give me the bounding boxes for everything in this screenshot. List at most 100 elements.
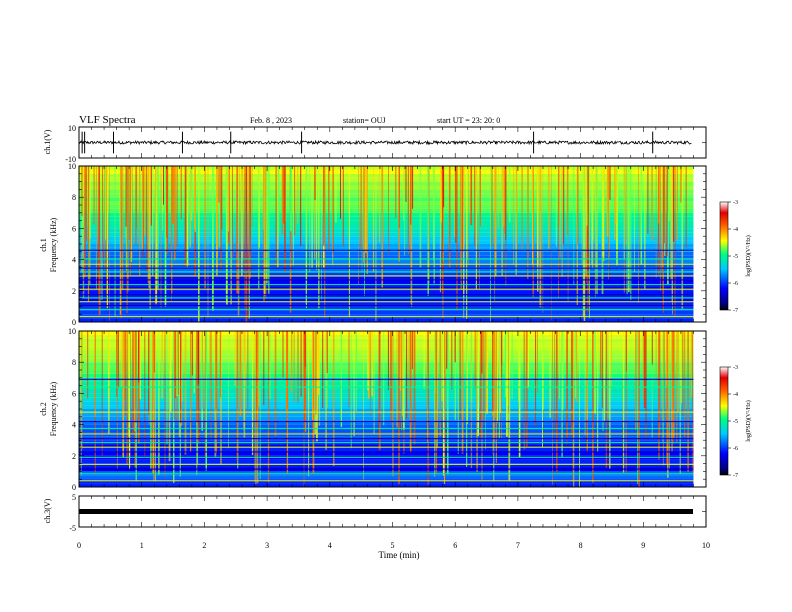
spectrogram-streak <box>134 331 136 399</box>
spectrogram-streak-strong <box>410 166 412 225</box>
spectrogram-band <box>79 306 694 311</box>
spectrogram-horizontal-line <box>79 294 694 296</box>
spectrogram-streak <box>215 331 217 453</box>
spectrogram-band <box>79 354 694 359</box>
spectrogram-horizontal-line <box>79 258 694 260</box>
spectrogram-streak <box>371 331 373 397</box>
spectrogram-streak <box>210 331 212 439</box>
spectrogram-streak-strong <box>501 331 503 365</box>
spectrogram-streak <box>607 331 609 419</box>
spectrogram-streak <box>116 331 118 470</box>
spectrogram-streak <box>265 166 267 299</box>
spectrogram-streak <box>666 331 668 387</box>
spectrogram-streak <box>105 166 107 240</box>
spectrogram-streak <box>132 331 134 434</box>
spectrogram-streak <box>120 331 122 388</box>
spectrogram-streak <box>212 166 214 311</box>
spectrogram-streak-strong <box>294 166 296 236</box>
spectrogram-streak <box>638 166 639 303</box>
y-tick-label: 10 <box>68 327 76 336</box>
spectrogram-streak <box>669 331 670 470</box>
spectrogram-streak <box>475 166 477 289</box>
spectrogram-streak-strong <box>125 166 127 227</box>
ch1-spectrogram-ytick-labels: 0 2 4 6 8 10 <box>68 162 76 327</box>
spectrogram-streak-strong <box>326 331 328 374</box>
spectrogram-streak <box>523 331 526 450</box>
spectrogram-streak <box>644 166 646 289</box>
spectrogram-streak <box>583 166 585 273</box>
spectrogram-streak <box>268 331 270 481</box>
x-tick-label: 4 <box>328 541 332 550</box>
ch1-freq-ylabel: Frequency (kHz) <box>49 217 58 272</box>
spectrogram-streak <box>348 166 350 318</box>
spectrogram-streak <box>408 331 410 400</box>
spectrogram-streak <box>175 331 177 399</box>
y-tick-label: 2 <box>72 287 76 296</box>
spectrogram-streak <box>305 166 308 283</box>
spectrogram-streak <box>226 166 228 305</box>
spectrogram-streak <box>128 331 130 463</box>
spectrogram-streak <box>668 166 670 221</box>
spectrogram-streak <box>542 331 544 410</box>
spectrogram-streak <box>685 166 687 248</box>
spectrogram-streak <box>189 166 191 248</box>
spectrogram-streak <box>672 331 675 439</box>
spectrogram-streak <box>122 166 124 290</box>
spectrogram-streak <box>614 166 616 240</box>
spectrogram-streak-strong <box>470 166 472 226</box>
spectrogram-streak <box>662 166 664 313</box>
spectrogram-horizontal-line <box>79 463 694 465</box>
spectrogram-streak <box>401 331 403 417</box>
spectrogram-streak-strong <box>492 331 494 413</box>
spectrogram-streak <box>493 331 495 482</box>
spectrogram-streak <box>442 331 445 476</box>
spectrogram-streak <box>457 331 459 454</box>
spectrogram-streak <box>135 166 137 245</box>
spectrogram-streak <box>255 331 257 485</box>
spectrogram-streak <box>642 331 644 399</box>
spectrogram-streak <box>160 166 162 308</box>
spectrogram-band <box>79 208 694 213</box>
spectrogram-streak <box>178 331 180 437</box>
spectrogram-streak-strong <box>625 331 627 372</box>
spectrogram-streak-strong <box>323 166 325 246</box>
spectrogram-streak-strong <box>459 331 461 420</box>
y-tick-label: 4 <box>72 421 76 430</box>
spectrogram-streak <box>258 166 260 289</box>
spectrogram-streak <box>130 166 131 276</box>
spectrogram-streak-strong <box>116 331 118 397</box>
spectrogram-streak-strong <box>577 166 579 245</box>
spectrogram-streak <box>606 166 609 237</box>
spectrogram-streak <box>80 331 82 476</box>
spectrogram-streak <box>479 166 480 289</box>
ch1-ytick-bottom: -10 <box>65 155 76 164</box>
spectrogram-streak <box>381 166 384 288</box>
y-tick-label: 8 <box>72 358 76 367</box>
spectrogram-streak <box>623 166 625 259</box>
spectrogram-horizontal-line <box>79 279 694 281</box>
spectrogram-band <box>79 424 694 429</box>
colorbar-tick-label: -7 <box>733 473 738 479</box>
spectrogram-streak <box>573 331 575 487</box>
spectrogram-streak <box>292 166 294 266</box>
spectrogram-streak <box>174 166 176 261</box>
spectrogram-horizontal-line <box>79 267 694 269</box>
spectrogram-streak <box>676 166 678 240</box>
x-tick-label: 1 <box>140 541 144 550</box>
spectrogram-streak-strong <box>218 166 220 203</box>
spectrogram-streak-strong <box>197 331 199 385</box>
spectrogram-streak <box>592 331 594 483</box>
spectrogram-streak <box>281 166 284 235</box>
spectrogram-streak <box>99 166 101 315</box>
spectrogram-streak <box>176 331 179 396</box>
spectrogram-horizontal-line <box>79 473 694 475</box>
spectrogram-streak <box>162 166 163 231</box>
spectrogram-streak-strong <box>180 331 182 424</box>
spectrogram-streak <box>518 331 521 458</box>
spectrogram-streak <box>365 166 367 253</box>
spectrogram-streak <box>655 166 657 278</box>
x-tick-label: 6 <box>453 541 457 550</box>
ch1-waveform-trace <box>78 131 692 154</box>
spectrogram-streak-strong <box>462 166 464 253</box>
spectrogram-streak <box>84 166 86 277</box>
